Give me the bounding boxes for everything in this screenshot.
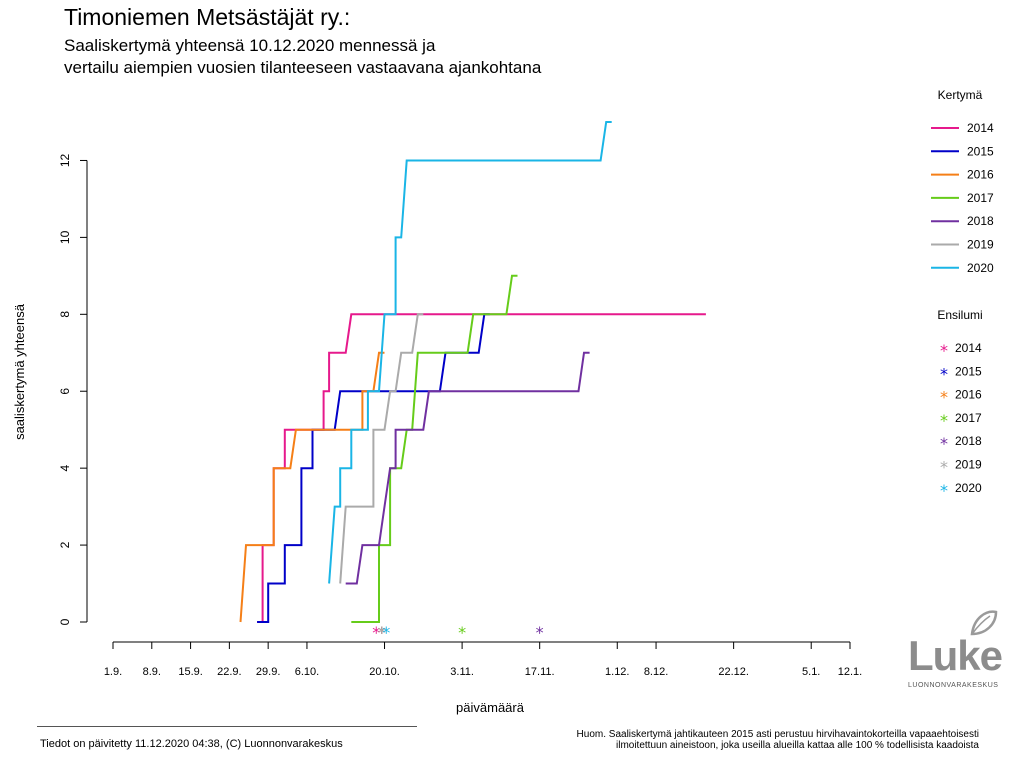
x-tick-label: 17.11. (525, 666, 555, 678)
legend-star-2017: * (940, 411, 948, 430)
x-tick-label: 6.10. (295, 666, 319, 678)
x-tick-label: 1.12. (605, 666, 629, 678)
x-tick-label: 8.12. (644, 666, 668, 678)
legend-label-2014: 2014 (967, 121, 994, 135)
first-snow-marker-2019: * (378, 623, 386, 642)
legend-label-2016: 2016 (967, 168, 994, 182)
legend-snow-label-2017: 2017 (955, 411, 982, 425)
series-line-2020 (328, 121, 612, 584)
footer-note-line-2: ilmoitettuun aineistoon, joka useilla al… (616, 740, 979, 751)
footer-note: Huom. Saaliskertymä jahtikauteen 2015 as… (577, 729, 979, 751)
page-title: Timoniemen Metsästäjät ry.: (64, 4, 351, 30)
y-tick-label: 2 (58, 541, 72, 548)
leaf-icon (970, 610, 998, 636)
x-axis-title: päivämäärä (456, 700, 525, 715)
series-line-2017 (351, 274, 518, 623)
legend-label-2019: 2019 (967, 238, 994, 252)
legend-snow-label-2019: 2019 (955, 458, 982, 472)
luke-logo: Luke LUONNONVARAKESKUS (902, 602, 1012, 692)
legend-snow-label-2020: 2020 (955, 481, 982, 495)
legend-snow-label-2014: 2014 (955, 341, 982, 355)
footer-divider (37, 726, 417, 727)
legend-star-2020: * (940, 481, 948, 500)
legend-star-2019: * (940, 458, 948, 477)
y-tick-label: 6 (58, 388, 72, 395)
chart-series (239, 121, 706, 623)
series-line-2019 (339, 313, 424, 584)
y-tick-label: 4 (58, 464, 72, 471)
y-axis-title: saaliskertymä yhteensä (12, 303, 27, 440)
x-tick-label: 8.9. (143, 666, 161, 678)
x-tick-label: 12.1. (838, 666, 862, 678)
first-snow-marker-2015: * (378, 623, 386, 642)
series-line-2014 (257, 313, 706, 623)
y-tick-label: 10 (58, 230, 72, 244)
logo-subtitle: LUONNONVARAKESKUS (908, 682, 999, 689)
legend-label-2018: 2018 (967, 214, 994, 228)
first-snow-marker-2017: * (458, 623, 466, 642)
update-info: Tiedot on päivitetty 11.12.2020 04:38, (… (40, 738, 343, 750)
x-tick-label: 22.12. (718, 666, 749, 678)
subtitle-line-1: Saaliskertymä yhteensä 10.12.2020 mennes… (64, 36, 436, 55)
x-tick-label: 20.10. (369, 666, 400, 678)
y-tick-label: 12 (58, 153, 72, 167)
x-tick-label: 22.9. (217, 666, 241, 678)
legend-star-2018: * (940, 434, 948, 453)
legend-cumulative-title: Kertymä (938, 88, 983, 102)
x-tick-label: 5.1. (802, 666, 820, 678)
first-snow-marker-2014: * (372, 623, 380, 642)
x-tick-label: 15.9. (178, 666, 202, 678)
legend-star-2014: * (940, 341, 948, 360)
legend-label-2017: 2017 (967, 191, 994, 205)
x-tick-label: 29.9. (256, 666, 280, 678)
series-line-2016 (239, 351, 385, 623)
logo-wordmark: Luke (908, 632, 1003, 679)
chart-axes: 1.9. 8.9. 15.9. 22.9. 29.9. 6.10. 20.10. 3.11. 1… (12, 153, 862, 715)
x-tick-label: 3.11. (450, 666, 474, 678)
first-snow-marker-2018: * (536, 623, 544, 642)
first-snow-markers: *** * *** (372, 623, 543, 642)
legend-snow-title: Ensilumi (937, 308, 982, 322)
legend-snow-label-2015: 2015 (955, 364, 982, 378)
legend-snow-label-2016: 2016 (955, 388, 982, 402)
x-tick-label: 1.9. (104, 666, 122, 678)
first-snow-marker-2016: * (378, 623, 386, 642)
first-snow-marker-2020: * (382, 623, 390, 642)
footer-note-line-1: Huom. Saaliskertymä jahtikauteen 2015 as… (576, 729, 979, 740)
legend-star-2016: * (940, 388, 948, 407)
legend-label-2015: 2015 (967, 144, 994, 158)
chart-legend: Kertymä 2014 2015 2016 2017 2018 2019 2020 Ensil… (931, 88, 994, 500)
legend-snow-label-2018: 2018 (955, 434, 982, 448)
series-line-2018 (345, 351, 590, 585)
y-tick-label: 0 (58, 618, 72, 625)
y-tick-label: 8 (58, 311, 72, 318)
subtitle-line-2: vertailu aiempien vuosien tilanteeseen v… (64, 58, 542, 77)
legend-label-2020: 2020 (967, 261, 994, 275)
legend-star-2015: * (940, 364, 948, 383)
